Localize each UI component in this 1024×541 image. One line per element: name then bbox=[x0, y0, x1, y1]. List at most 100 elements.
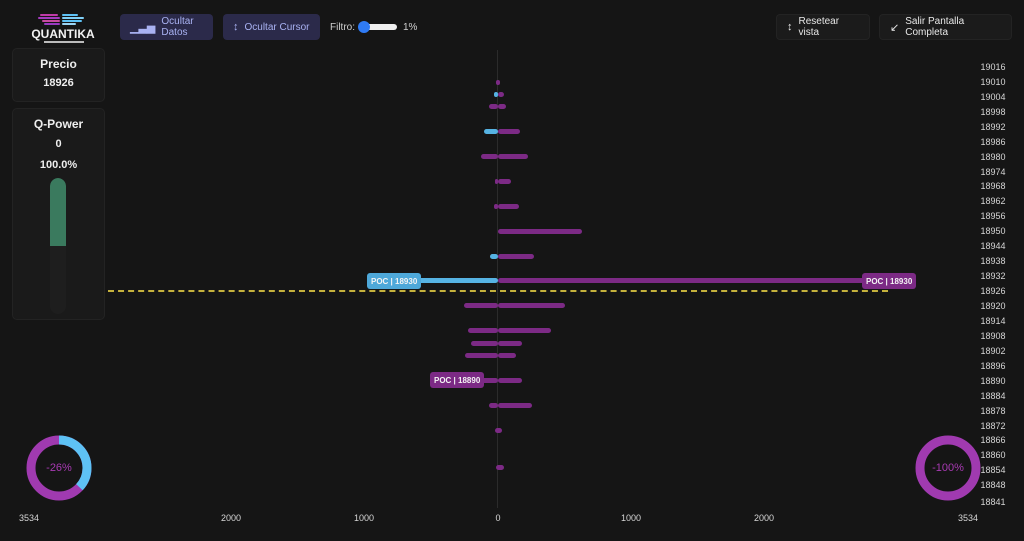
y-tick: 18872 bbox=[980, 421, 1006, 431]
qpower-gauge-fill bbox=[50, 178, 66, 246]
left-donut-chart bbox=[26, 435, 92, 501]
x-tick: 3534 bbox=[18, 513, 40, 523]
bar-sell[interactable] bbox=[494, 92, 498, 97]
bar-buy[interactable] bbox=[498, 328, 551, 333]
qpower-gauge bbox=[50, 178, 66, 314]
bar-buy[interactable] bbox=[498, 104, 506, 109]
bar-buy[interactable] bbox=[498, 378, 522, 383]
bar-buy-left[interactable] bbox=[468, 328, 498, 333]
vertical-arrows-icon: ↕ bbox=[233, 21, 239, 33]
y-tick: 18860 bbox=[980, 450, 1006, 460]
filter-value: 1% bbox=[403, 21, 418, 33]
y-tick: 19016 bbox=[980, 62, 1006, 72]
bar-buy-left[interactable] bbox=[481, 154, 498, 159]
y-tick: 18992 bbox=[980, 122, 1006, 132]
bar-sell-poc[interactable] bbox=[410, 278, 498, 283]
y-tick: 18944 bbox=[980, 241, 1006, 251]
y-tick: 18938 bbox=[980, 256, 1006, 266]
exit-fullscreen-button[interactable]: ↙ Salir Pantalla Completa bbox=[879, 14, 1012, 40]
bar-buy[interactable] bbox=[498, 403, 532, 408]
filter-slider-thumb[interactable] bbox=[358, 21, 370, 33]
y-tick: 18914 bbox=[980, 316, 1006, 326]
bar-buy[interactable] bbox=[495, 428, 502, 433]
x-tick: 0 bbox=[495, 513, 501, 523]
y-tick: 18974 bbox=[980, 167, 1006, 177]
qpower-value: 0 bbox=[55, 138, 62, 150]
bar-buy-left[interactable] bbox=[495, 179, 498, 184]
price-title: Precio bbox=[40, 57, 77, 71]
y-tick: 18890 bbox=[980, 376, 1006, 386]
bar-buy[interactable] bbox=[498, 92, 504, 97]
y-tick: 19010 bbox=[980, 77, 1006, 87]
bar-buy[interactable] bbox=[498, 154, 528, 159]
x-tick: 1000 bbox=[620, 513, 642, 523]
y-tick: 18980 bbox=[980, 152, 1006, 162]
y-tick: 18920 bbox=[980, 301, 1006, 311]
x-tick: 2000 bbox=[220, 513, 242, 523]
left-donut-label: -26% bbox=[46, 462, 72, 474]
filter-control: Filtro: 1% bbox=[330, 14, 417, 40]
filter-slider[interactable] bbox=[358, 21, 397, 33]
bar-buy[interactable] bbox=[496, 80, 500, 85]
bar-buy[interactable] bbox=[498, 204, 519, 209]
y-tick: 19004 bbox=[980, 92, 1006, 102]
reset-view-button[interactable]: ↕ Resetear vista bbox=[776, 14, 870, 40]
poc-label-sell: POC | 18930 bbox=[367, 273, 422, 289]
bar-buy[interactable] bbox=[496, 465, 504, 470]
vertical-arrows-icon: ↕ bbox=[787, 21, 793, 33]
price-card: Precio 18926 bbox=[12, 48, 105, 102]
bar-buy[interactable] bbox=[498, 353, 516, 358]
bar-buy[interactable] bbox=[498, 254, 534, 259]
y-tick: 18908 bbox=[980, 331, 1006, 341]
y-tick: 18956 bbox=[980, 211, 1006, 221]
hide-data-button[interactable]: ▁▃▅ Ocultar Datos bbox=[120, 14, 213, 40]
y-tick: 18962 bbox=[980, 196, 1006, 206]
bar-buy[interactable] bbox=[498, 341, 522, 346]
y-tick: 18968 bbox=[980, 181, 1006, 191]
price-value: 18926 bbox=[43, 77, 74, 89]
x-tick: 3534 bbox=[957, 513, 979, 523]
bar-buy-left[interactable] bbox=[464, 303, 498, 308]
y-tick: 18896 bbox=[980, 361, 1006, 371]
qpower-percent: 100.0% bbox=[39, 159, 78, 171]
bar-buy-left[interactable] bbox=[489, 104, 498, 109]
quantika-logo: QUANTIKA bbox=[30, 10, 96, 43]
y-tick: 18950 bbox=[980, 226, 1006, 236]
y-tick: 18926 bbox=[980, 286, 1006, 296]
bar-chart-icon: ▁▃▅ bbox=[130, 21, 156, 34]
bar-buy[interactable] bbox=[498, 179, 511, 184]
bar-sell[interactable] bbox=[490, 254, 498, 259]
bar-buy-left[interactable] bbox=[465, 353, 498, 358]
bar-buy[interactable] bbox=[498, 303, 565, 308]
y-tick: 18902 bbox=[980, 346, 1006, 356]
right-donut-chart bbox=[915, 435, 981, 501]
y-tick: 18854 bbox=[980, 465, 1006, 475]
bar-buy-poc[interactable] bbox=[498, 278, 868, 283]
y-tick: 18878 bbox=[980, 406, 1006, 416]
bar-buy-left[interactable] bbox=[489, 403, 498, 408]
brand-name: QUANTIKA bbox=[31, 27, 95, 41]
right-donut-label: -100% bbox=[932, 462, 964, 474]
bar-buy-left[interactable] bbox=[494, 204, 498, 209]
y-tick: 18866 bbox=[980, 435, 1006, 445]
bar-buy[interactable] bbox=[498, 129, 520, 134]
bar-buy-left[interactable] bbox=[471, 341, 498, 346]
current-price-line bbox=[108, 290, 888, 292]
collapse-icon: ↙ bbox=[890, 21, 900, 34]
hide-cursor-button[interactable]: ↕ Ocultar Cursor bbox=[223, 14, 320, 40]
qpower-title: Q-Power bbox=[33, 117, 84, 131]
logo-bars-icon bbox=[38, 12, 88, 26]
bar-buy[interactable] bbox=[498, 229, 582, 234]
y-tick: 18841 bbox=[980, 497, 1006, 507]
y-tick: 18848 bbox=[980, 480, 1006, 490]
x-tick: 2000 bbox=[753, 513, 775, 523]
poc-label-buy: POC | 18930 bbox=[862, 273, 917, 289]
y-tick: 18998 bbox=[980, 107, 1006, 117]
bar-sell[interactable] bbox=[484, 129, 498, 134]
brand-subtitle-bar bbox=[44, 41, 84, 43]
y-tick: 18884 bbox=[980, 391, 1006, 401]
y-tick: 18986 bbox=[980, 137, 1006, 147]
x-tick: 1000 bbox=[353, 513, 375, 523]
y-tick: 18932 bbox=[980, 271, 1006, 281]
